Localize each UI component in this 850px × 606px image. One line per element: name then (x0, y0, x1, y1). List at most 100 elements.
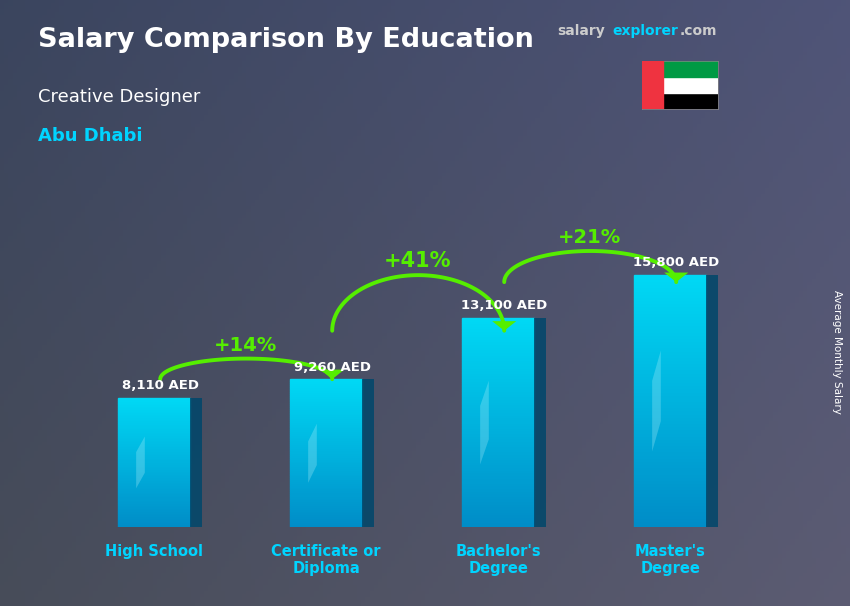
Bar (634, 391, 706, 395)
Bar (290, 398, 362, 399)
Bar (290, 396, 362, 398)
Bar (663, 61, 718, 77)
Bar (462, 360, 535, 362)
Bar (118, 500, 190, 501)
Bar (462, 454, 535, 456)
Bar (290, 508, 362, 511)
Bar (634, 370, 706, 373)
Polygon shape (362, 379, 374, 527)
Bar (290, 524, 362, 525)
Bar (462, 349, 535, 352)
Bar (118, 451, 190, 453)
Bar (118, 469, 190, 470)
Bar (462, 368, 535, 370)
Bar (290, 511, 362, 513)
Bar (634, 486, 706, 490)
Bar (118, 511, 190, 513)
Bar (118, 480, 190, 482)
Bar (462, 525, 535, 527)
Bar (462, 499, 535, 501)
Bar (118, 516, 190, 518)
Bar (634, 300, 706, 303)
Bar (290, 431, 362, 433)
Bar (118, 406, 190, 407)
Bar (118, 401, 190, 402)
Bar (634, 448, 706, 451)
Bar (462, 376, 535, 378)
Bar (634, 319, 706, 322)
Bar (118, 465, 190, 467)
Bar (462, 451, 535, 454)
Polygon shape (190, 398, 202, 527)
Bar (290, 516, 362, 518)
Bar (634, 344, 706, 347)
Bar (118, 417, 190, 419)
Bar (634, 322, 706, 325)
Bar (634, 331, 706, 335)
Bar (462, 436, 535, 438)
Bar (118, 495, 190, 496)
Bar (462, 334, 535, 336)
Bar (118, 433, 190, 435)
Bar (290, 488, 362, 490)
Bar (462, 517, 535, 519)
Bar (634, 357, 706, 360)
Bar (634, 303, 706, 307)
Bar (118, 430, 190, 431)
Bar (462, 483, 535, 485)
Bar (290, 461, 362, 462)
Bar (118, 482, 190, 484)
Bar (290, 494, 362, 496)
Bar (290, 387, 362, 388)
Bar (462, 456, 535, 459)
Bar (118, 521, 190, 522)
Bar (634, 278, 706, 281)
Bar (462, 373, 535, 376)
Bar (634, 281, 706, 284)
Bar (290, 514, 362, 516)
Bar (634, 360, 706, 363)
Bar (462, 399, 535, 402)
Bar (634, 521, 706, 524)
Bar (118, 518, 190, 519)
Bar (634, 338, 706, 341)
Bar (118, 411, 190, 412)
Bar (290, 418, 362, 420)
Bar (290, 401, 362, 404)
Bar (118, 503, 190, 505)
Bar (118, 519, 190, 521)
Bar (462, 386, 535, 388)
Bar (290, 394, 362, 396)
Bar (462, 352, 535, 355)
Bar (290, 433, 362, 435)
Bar (462, 404, 535, 407)
Bar (290, 503, 362, 505)
Bar (462, 467, 535, 470)
Bar (462, 402, 535, 404)
Bar (290, 453, 362, 455)
Bar (634, 505, 706, 508)
Text: Average Monthly Salary: Average Monthly Salary (832, 290, 842, 413)
Bar (290, 405, 362, 407)
Bar (290, 525, 362, 527)
Bar (118, 508, 190, 510)
Text: .com: .com (680, 24, 717, 38)
Polygon shape (480, 381, 489, 464)
Bar (118, 464, 190, 465)
Bar (118, 524, 190, 525)
Bar (462, 428, 535, 430)
Bar (462, 357, 535, 360)
Polygon shape (652, 350, 660, 451)
Bar (290, 429, 362, 431)
Bar (462, 430, 535, 433)
Bar (290, 468, 362, 470)
Bar (290, 381, 362, 383)
Bar (634, 433, 706, 436)
Bar (290, 422, 362, 424)
Bar (462, 412, 535, 415)
Bar (462, 509, 535, 511)
Bar (118, 467, 190, 469)
Bar (462, 331, 535, 334)
Bar (290, 471, 362, 474)
Bar (118, 440, 190, 441)
